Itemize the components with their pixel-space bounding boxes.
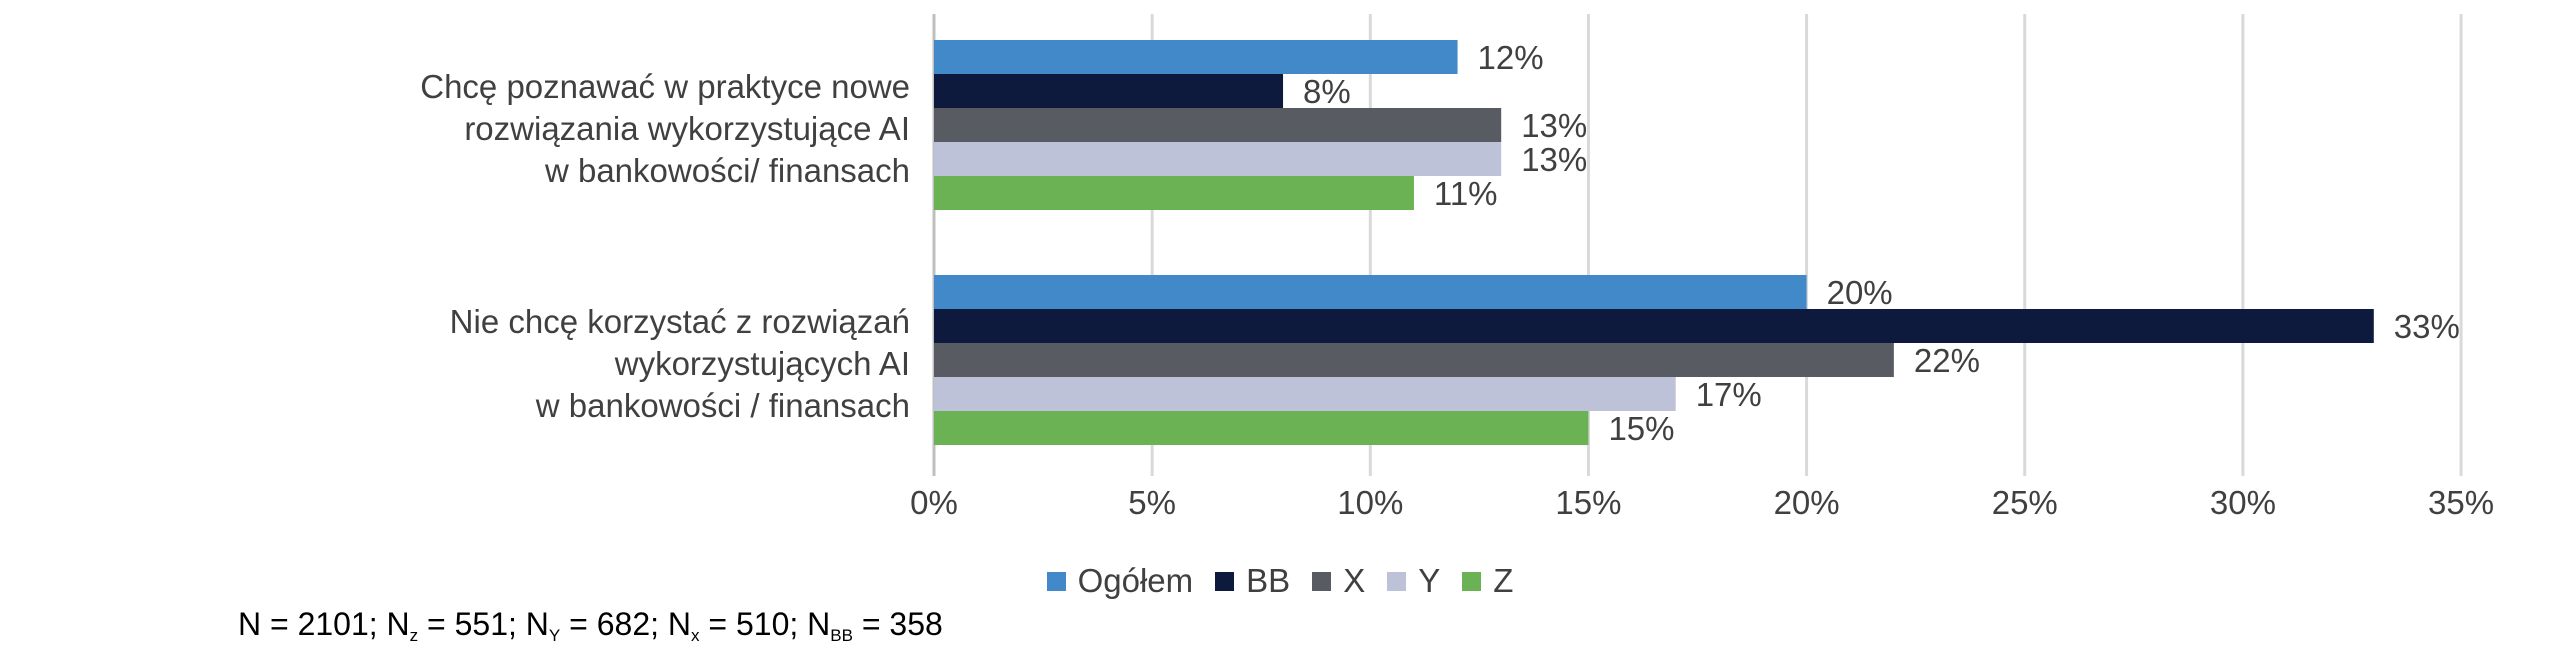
bar-value-label: 12%	[1478, 39, 1544, 76]
bar-value-label: 33%	[2394, 308, 2460, 345]
data-labels: 12% 8% 13%13% 11% 20% 33% 22% 17% 15%	[1303, 39, 2460, 447]
legend-swatch	[1462, 571, 1482, 591]
x-tick-label: 20%	[1774, 484, 1840, 521]
legend-item: Z	[1462, 562, 1513, 600]
x-tick-label: 30%	[2210, 484, 2276, 521]
bar-value-label: 8%	[1303, 73, 1351, 110]
bar-value-label: 13%	[1521, 107, 1587, 144]
bar-value-label: 13%	[1521, 141, 1587, 178]
legend-swatch	[1046, 571, 1066, 591]
category-label-line: wykorzystujących AI	[614, 345, 910, 382]
legend-label: BB	[1246, 562, 1291, 599]
bar-x	[934, 343, 1894, 377]
x-tick-label: 10%	[1337, 484, 1403, 521]
x-tick-label: 35%	[2428, 484, 2494, 521]
x-tick-label: 15%	[1555, 484, 1621, 521]
bar-value-label: 11%	[1434, 175, 1498, 212]
footnote-part: = 510; N	[699, 606, 831, 642]
sample-size-footnote: N = 2101; Nz = 551; NY = 682; Nx = 510; …	[238, 606, 943, 646]
footnote-part: z	[409, 626, 419, 645]
bar-y	[934, 377, 1676, 411]
legend-label: Ogółem	[1077, 562, 1194, 599]
footnote-part: x	[691, 626, 700, 645]
category-label-line: rozwiązania wykorzystujące AI	[464, 110, 910, 147]
bar-y	[934, 142, 1502, 176]
bar-value-label: 22%	[1914, 342, 1980, 379]
bar-z	[934, 411, 1589, 445]
x-axis-ticks: 0% 5% 10% 15% 20% 25% 30% 35%	[910, 484, 2494, 521]
bars	[934, 40, 2374, 445]
bar-x	[934, 108, 1502, 142]
bar-value-label: 15%	[1608, 410, 1674, 447]
legend-item: BB	[1215, 562, 1290, 600]
category-label: Nie chcę korzystać z rozwiązań wykorzystu…	[210, 301, 910, 427]
bar-value-label: 20%	[1827, 274, 1893, 311]
footnote-part: BB	[830, 626, 853, 645]
bar-ogółem	[934, 40, 1458, 74]
legend-label: X	[1343, 562, 1366, 599]
footnote-part: Y	[548, 626, 561, 645]
x-tick-label: 5%	[1128, 484, 1176, 521]
category-label-line: Chcę poznawać w praktyce nowe	[420, 68, 910, 105]
x-tick-label: 25%	[1992, 484, 2058, 521]
x-tick-label: 0%	[910, 484, 958, 521]
legend: Ogółem BB X Y Z	[0, 562, 2560, 600]
bar-bb	[934, 309, 2374, 343]
legend-item: Ogółem	[1046, 562, 1194, 600]
footnote-part: = 551; N	[418, 606, 549, 642]
bar-z	[934, 176, 1414, 210]
category-label-line: w bankowości / finansach	[535, 387, 910, 424]
bar-value-label: 17%	[1696, 376, 1762, 413]
legend-item: X	[1312, 562, 1365, 600]
footnote-part: = 682; N	[560, 606, 691, 642]
legend-label: Z	[1493, 562, 1514, 599]
legend-swatch	[1312, 571, 1332, 591]
legend-swatch	[1215, 571, 1235, 591]
category-label-line: w bankowości/ finansach	[544, 152, 910, 189]
legend-item: Y	[1387, 562, 1440, 600]
footnote-part: N = 2101; N	[238, 606, 410, 642]
bar-ogółem	[934, 275, 1807, 309]
category-label: Chcę poznawać w praktyce nowe rozwiązania…	[210, 66, 910, 192]
category-label-line: Nie chcę korzystać z rozwiązań	[449, 303, 910, 340]
legend-label: Y	[1418, 562, 1441, 599]
footnote-part: = 358	[852, 606, 943, 642]
legend-swatch	[1387, 571, 1407, 591]
bar-bb	[934, 74, 1284, 108]
